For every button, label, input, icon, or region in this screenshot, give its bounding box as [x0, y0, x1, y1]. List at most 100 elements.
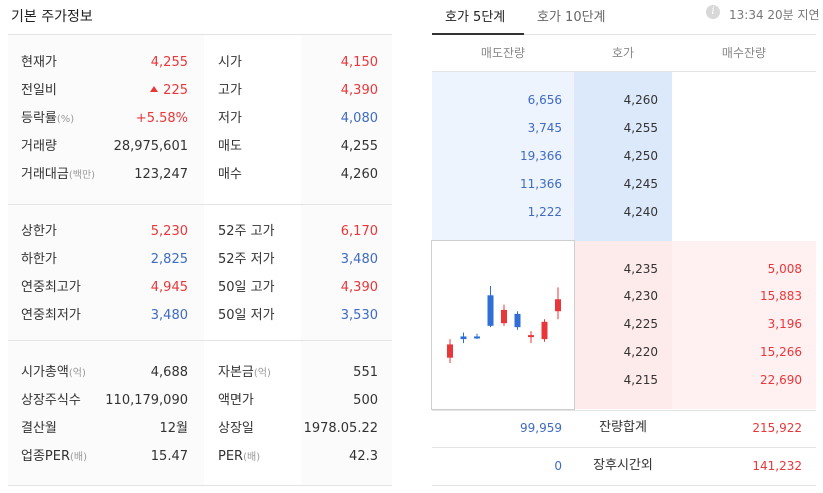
info-value: 3,530: [340, 308, 378, 323]
section-title: 기본 주가정보: [11, 9, 93, 25]
bid-price[interactable]: 4,235: [623, 262, 658, 276]
bid-quantity: 22,690: [760, 373, 802, 387]
divider: [432, 485, 816, 486]
up-triangle-icon: [150, 86, 159, 92]
ask-price[interactable]: 4,245: [623, 177, 658, 191]
info-row: 업종PER(배) 15.47 PER(배) 42.3: [8, 443, 392, 471]
mini-candlestick-chart: [431, 240, 575, 410]
info-value: 500: [353, 393, 378, 408]
sell-price-area: [574, 72, 672, 241]
info-value: 123,247: [134, 167, 188, 182]
info-value: 5,230: [150, 224, 188, 239]
header-buy-qty: 매수잔량: [721, 46, 767, 60]
info-value: 3,480: [340, 252, 378, 267]
tab-10-levels[interactable]: 호가 10단계: [537, 10, 606, 25]
price-info-group-2: 상한가 5,230 52주 고가 6,170 하한가 2,825 52주 저가 3,480 연중…: [8, 205, 392, 340]
info-label: 상장일: [218, 421, 254, 436]
info-label: 시가: [218, 55, 242, 70]
bid-price[interactable]: 4,230: [623, 289, 658, 303]
info-row: 하한가 2,825 52주 저가 3,480: [8, 246, 392, 274]
info-row: 등락률(%) +5.58% 저가 4,080: [8, 105, 392, 133]
info-label: 50일 저가: [218, 308, 275, 323]
info-label: 52주 고가: [218, 224, 275, 239]
info-row: 거래량 28,975,601 매도 4,255: [8, 133, 392, 161]
buy-price-area: [574, 241, 672, 409]
info-value: 551: [353, 365, 378, 380]
divider: [8, 34, 392, 35]
info-label: 하한가: [21, 252, 57, 267]
divider: [432, 71, 816, 72]
candle-body: [474, 336, 480, 339]
info-row: 연중최고가 4,945 50일 고가 4,390: [8, 274, 392, 302]
info-value: 4,945: [150, 280, 188, 295]
info-row: 연중최저가 3,480 50일 저가 3,530: [8, 302, 392, 330]
after-hours-sell-qty: 0: [554, 459, 562, 473]
ask-price[interactable]: 4,250: [623, 149, 658, 163]
total-sell-qty: 99,959: [520, 421, 562, 435]
bid-price[interactable]: 4,220: [623, 345, 658, 359]
unit-label: (배): [70, 452, 88, 463]
bid-price[interactable]: 4,225: [623, 317, 658, 331]
bid-price[interactable]: 4,215: [623, 373, 658, 387]
info-value: 225: [150, 77, 188, 105]
info-row: 상장주식수 110,179,090 액면가 500: [8, 387, 392, 415]
info-label: 자본금(억): [218, 365, 271, 380]
info-label: 매도: [218, 139, 242, 154]
info-label: 전일비: [21, 83, 57, 98]
info-label: 50일 고가: [218, 280, 275, 295]
info-value: 6,170: [340, 224, 378, 239]
ask-price[interactable]: 4,255: [623, 121, 658, 135]
info-icon[interactable]: i: [706, 5, 720, 19]
price-info-group-3: 시가총액(억) 4,688 자본금(억) 551 상장주식수 110,179,090 액면가…: [8, 341, 392, 485]
candle-body: [514, 313, 521, 328]
candle-body: [528, 335, 534, 338]
info-label: 등락률(%): [21, 111, 75, 126]
info-row: 결산월 12월 상장일 1978.05.22: [8, 415, 392, 443]
info-label: 현재가: [21, 55, 57, 70]
ask-quantity: 6,656: [527, 93, 562, 107]
info-value: 110,179,090: [105, 393, 188, 408]
info-value: +5.58%: [135, 111, 188, 126]
divider: [432, 447, 816, 448]
info-label: 거래대금(백만): [21, 167, 96, 182]
info-label: 연중최저가: [21, 308, 81, 323]
header-price: 호가: [611, 46, 635, 60]
after-hours-buy-qty: 141,232: [752, 459, 802, 473]
delay-notice: 13:34 20분 지연: [729, 8, 820, 22]
ask-price[interactable]: 4,260: [623, 93, 658, 107]
info-value: 4,390: [340, 280, 378, 295]
bid-quantity: 5,008: [767, 262, 802, 276]
info-row: 현재가 4,255 시가 4,150: [8, 49, 392, 77]
candle-body: [541, 321, 548, 340]
info-label: 업종PER(배): [21, 449, 88, 464]
ask-quantity: 1,222: [527, 205, 562, 219]
info-value: 1978.05.22: [303, 421, 378, 436]
ask-quantity: 19,366: [520, 149, 562, 163]
bid-quantity: 3,196: [767, 317, 802, 331]
info-value: 2,825: [150, 252, 188, 267]
candle-body: [501, 309, 507, 324]
info-value: 4,255: [340, 139, 378, 154]
info-value: 12월: [159, 421, 188, 436]
info-label: 거래량: [21, 139, 57, 154]
unit-label: (%): [56, 114, 75, 125]
ask-quantity: 11,366: [520, 177, 562, 191]
header-sell-qty: 매도잔량: [480, 46, 526, 60]
candle-body: [487, 295, 494, 326]
info-value: 4,260: [340, 167, 378, 182]
ask-price[interactable]: 4,240: [623, 205, 658, 219]
divider: [8, 485, 392, 486]
tab-5-levels[interactable]: 호가 5단계: [445, 10, 506, 25]
unit-label: (억): [253, 368, 271, 379]
info-value: 3,480: [150, 308, 188, 323]
sell-qty-area: [432, 72, 574, 241]
candle-body: [555, 299, 561, 312]
info-row: 상한가 5,230 52주 고가 6,170: [8, 218, 392, 246]
unit-label: (백만): [68, 170, 96, 181]
info-label: 저가: [218, 111, 242, 126]
unit-label: (억): [68, 368, 86, 379]
ask-quantity: 3,745: [527, 121, 562, 135]
price-info-group-1: 현재가 4,255 시가 4,150 전일비 225 고가 4,390 등락률(%) +5.58%…: [8, 35, 392, 204]
divider: [8, 204, 392, 205]
bid-quantity: 15,883: [760, 289, 802, 303]
